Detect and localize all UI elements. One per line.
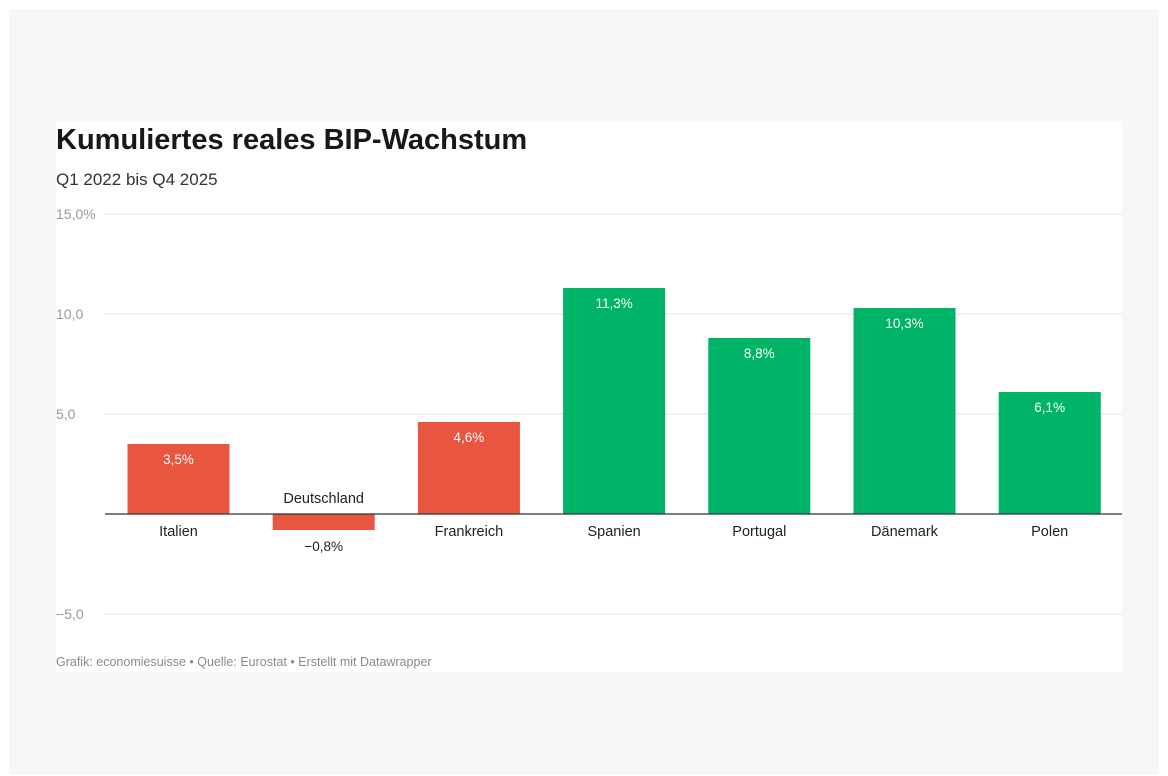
bar [853,308,956,514]
category-label: Deutschland [283,491,364,507]
bar-value-label: 4,6% [454,430,485,445]
y-tick-label: 10,0 [56,306,83,322]
bar-value-label: 10,3% [885,316,923,331]
category-label: Spanien [587,524,640,540]
category-label: Frankreich [435,524,504,540]
bar-value-label: −0,8% [304,539,343,554]
y-tick-label: 15,0% [56,206,96,222]
bar [708,338,811,514]
bar-value-label: 6,1% [1034,400,1065,415]
bar-value-label: 11,3% [595,296,632,311]
category-label: Dänemark [871,524,939,540]
bar [272,514,375,530]
bar [127,444,230,514]
bar [563,288,666,514]
chart-subtitle: Q1 2022 bis Q4 2025 [56,170,218,189]
bar-value-label: 3,5% [163,452,194,467]
category-label: Portugal [732,524,786,540]
category-label: Italien [159,524,198,540]
chart-footer: Grafik: economiesuisse • Quelle: Eurosta… [56,655,432,669]
category-label: Polen [1031,524,1068,540]
bar [417,422,520,514]
y-tick-label: 5,0 [56,406,76,422]
bar-value-label: 8,8% [744,346,775,361]
chart-title: Kumuliertes reales BIP-Wachstum [56,124,528,156]
y-tick-label: −5,0 [56,606,84,622]
bar [998,392,1101,514]
